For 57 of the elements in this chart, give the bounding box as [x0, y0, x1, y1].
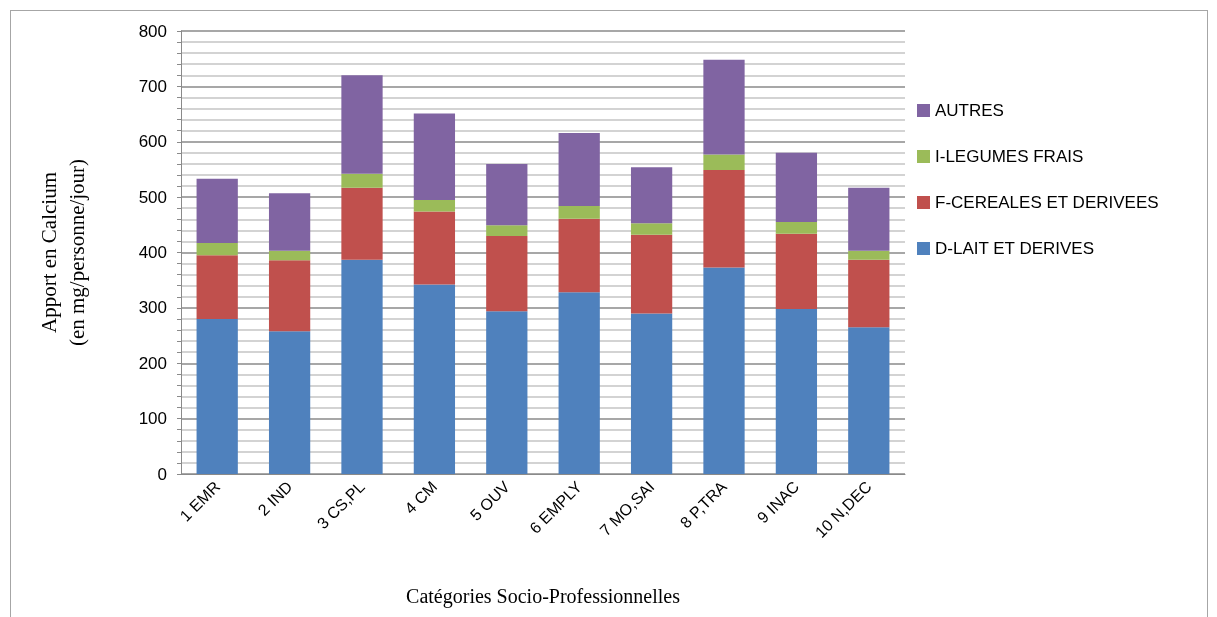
y-axis-title: Apport en Calcium (en mg/personne/jour): [37, 158, 89, 347]
y-tick-label: 0: [157, 464, 167, 484]
bar: [341, 75, 383, 174]
bar: [558, 205, 600, 219]
y-tick-label: 800: [138, 21, 167, 41]
bar: [848, 327, 890, 474]
bar: [703, 59, 745, 155]
bar: [196, 178, 238, 244]
bar: [486, 225, 528, 236]
bar: [196, 318, 238, 474]
legend-label: AUTRES: [935, 101, 1004, 120]
bar: [775, 308, 818, 474]
bar: [341, 259, 383, 474]
x-tick-label: 2 IND: [254, 477, 296, 519]
bar: [341, 173, 383, 188]
bar: [413, 113, 456, 200]
bar: [268, 193, 311, 251]
legend-label: D-LAIT ET DERIVES: [935, 239, 1095, 258]
bar: [703, 154, 745, 170]
bar: [413, 284, 456, 474]
y-tick-label: 500: [138, 187, 167, 207]
bar: [558, 218, 600, 293]
bar: [630, 167, 673, 224]
y-tick-label: 700: [138, 76, 167, 96]
bar: [630, 234, 673, 314]
y-tick-label: 200: [138, 353, 167, 373]
y-tick-label: 400: [138, 243, 167, 262]
bar: [268, 331, 311, 474]
bar: [703, 267, 745, 474]
y-tick-label: 100: [138, 409, 167, 429]
x-axis-title: Catégories Socio-Professionnelles: [406, 585, 681, 608]
bar: [486, 163, 528, 226]
bar: [775, 233, 818, 309]
bar: [486, 235, 528, 312]
legend-label: F-CEREALES ET DERIVEES: [935, 193, 1159, 212]
bar: [558, 132, 600, 206]
bar: [413, 211, 456, 285]
bar: [703, 169, 745, 268]
bar: [413, 199, 456, 212]
bar: [848, 250, 890, 260]
x-tick-label: 4 CM: [401, 477, 441, 518]
y-tick-label: 300: [138, 298, 167, 318]
bar: [775, 152, 818, 223]
bar: [196, 255, 238, 319]
bar: [630, 223, 673, 235]
bar: [341, 187, 383, 260]
bar: [775, 222, 818, 234]
bar: [558, 292, 600, 474]
legend-label: I-LEGUMES FRAIS: [935, 147, 1084, 166]
bar: [848, 187, 890, 251]
bar: [268, 260, 311, 332]
y-tick-label: 600: [138, 132, 167, 152]
bar: [196, 243, 238, 256]
bar: [848, 259, 890, 328]
bar: [268, 250, 311, 261]
bar: [630, 313, 673, 474]
bar: [486, 311, 528, 474]
